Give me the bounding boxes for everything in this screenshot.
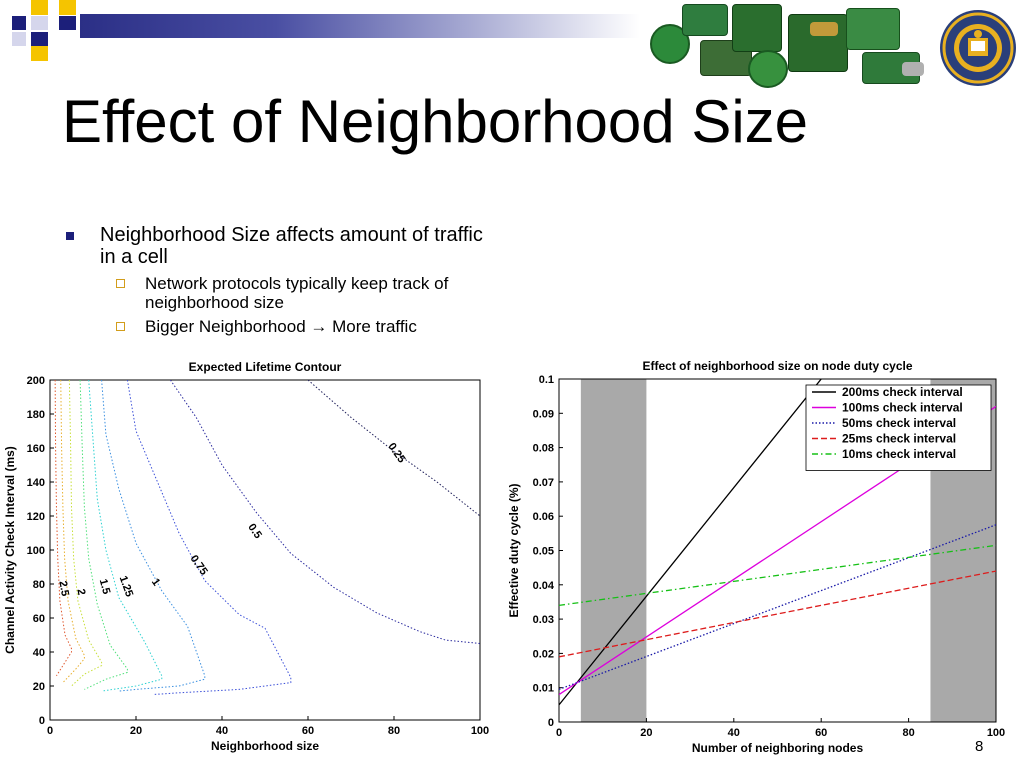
series-line — [101, 380, 206, 692]
shaded-region — [580, 379, 647, 722]
series-line — [559, 570, 996, 658]
x-tick-label: 80 — [902, 727, 914, 739]
y-tick-label: 0.01 — [533, 683, 554, 695]
x-axis-label: Number of neighboring nodes — [692, 741, 864, 755]
legend-label: 200ms check interval — [842, 385, 963, 399]
contour-label: 0.5 — [245, 522, 264, 541]
legend-label: 25ms check interval — [842, 432, 956, 446]
y-tick-label: 0 — [39, 715, 45, 727]
contour-label: 0.75 — [188, 553, 210, 577]
x-tick-label: 20 — [640, 727, 652, 739]
x-tick-label: 100 — [471, 725, 489, 737]
slide-number: 8 — [975, 738, 984, 755]
series-line — [79, 380, 128, 690]
chart-title: Effect of neighborhood size on node duty… — [642, 359, 912, 373]
x-tick-label: 0 — [47, 725, 53, 737]
legend-label: 100ms check interval — [842, 401, 963, 415]
x-tick-label: 60 — [302, 725, 314, 737]
y-tick-label: 80 — [33, 579, 45, 591]
series-line — [307, 380, 480, 517]
y-tick-label: 0.1 — [539, 374, 554, 386]
hollow-square-bullet-icon — [116, 322, 125, 331]
sub-bullet-item: Network protocols typically keep track o… — [60, 274, 500, 312]
y-tick-label: 60 — [33, 613, 45, 625]
bullet-text: Neighborhood Size affects amount of traf… — [100, 224, 483, 268]
university-seal-logo — [940, 10, 1016, 86]
corner-decoration — [0, 0, 90, 64]
y-tick-label: 200 — [27, 375, 45, 387]
series-line — [559, 379, 822, 706]
x-tick-label: 80 — [388, 725, 400, 737]
y-tick-label: 0.07 — [533, 477, 554, 489]
y-axis-label: Effective duty cycle (%) — [507, 483, 521, 617]
y-tick-label: 20 — [33, 681, 45, 693]
y-tick-label: 140 — [27, 477, 45, 489]
legend-label: 50ms check interval — [842, 416, 956, 430]
y-tick-label: 0.06 — [533, 511, 554, 523]
x-tick-label: 40 — [728, 727, 740, 739]
legend-label: 10ms check interval — [842, 447, 956, 461]
y-tick-label: 40 — [33, 647, 45, 659]
contour-label: 2.5 — [56, 580, 70, 597]
y-tick-label: 100 — [27, 545, 45, 557]
y-tick-label: 0.02 — [533, 648, 554, 660]
y-tick-label: 160 — [27, 443, 45, 455]
series-line — [68, 380, 103, 687]
series-line — [126, 380, 292, 695]
x-tick-label: 100 — [987, 727, 1005, 739]
contour-label: 1.5 — [97, 578, 113, 596]
filled-square-bullet-icon — [66, 232, 74, 240]
series-line — [169, 380, 480, 644]
title-gradient-bar — [80, 14, 640, 38]
bullet-list: Neighborhood Size affects amount of traf… — [60, 224, 500, 336]
x-tick-label: 60 — [815, 727, 827, 739]
legend-box — [805, 384, 992, 471]
slide-title: Effect of Neighborhood Size — [62, 88, 809, 155]
x-tick-label: 40 — [216, 725, 228, 737]
duty-cycle-chart: Effect of neighborhood size on node duty… — [507, 359, 1005, 755]
y-tick-label: 0.03 — [533, 614, 554, 626]
y-axis-label: Channel Activity Check Interval (ms) — [3, 446, 17, 654]
series-line — [88, 380, 163, 692]
series-line — [54, 380, 72, 677]
y-tick-label: 180 — [27, 409, 45, 421]
y-tick-label: 0.08 — [533, 443, 554, 455]
x-tick-label: 0 — [556, 727, 562, 739]
sub-bullet-item: Bigger Neighborhood → More traffic — [60, 317, 500, 336]
plot-frame — [49, 379, 481, 721]
sensor-boards-image — [640, 0, 940, 92]
sub-bullet-text: Network protocols typically keep track o… — [145, 274, 449, 312]
contour-label: 1 — [149, 576, 162, 588]
hollow-square-bullet-icon — [116, 279, 125, 288]
y-tick-label: 0.09 — [533, 408, 554, 420]
contour-label: 2 — [74, 588, 87, 596]
contour-label: 1.25 — [117, 574, 136, 598]
y-tick-label: 0 — [548, 717, 554, 729]
sub-bullet-text: Bigger Neighborhood → More traffic — [145, 317, 417, 336]
y-tick-label: 0.04 — [533, 580, 555, 592]
chart-title: Expected Lifetime Contour — [189, 360, 342, 374]
bullet-item: Neighborhood Size affects amount of traf… — [60, 224, 500, 268]
x-axis-label: Neighborhood size — [211, 739, 319, 753]
series-line — [559, 524, 996, 691]
y-tick-label: 0.05 — [533, 546, 554, 558]
contour-label: 0.25 — [385, 441, 407, 465]
y-tick-label: 120 — [27, 511, 45, 523]
x-tick-label: 20 — [130, 725, 142, 737]
series-line — [559, 544, 996, 607]
